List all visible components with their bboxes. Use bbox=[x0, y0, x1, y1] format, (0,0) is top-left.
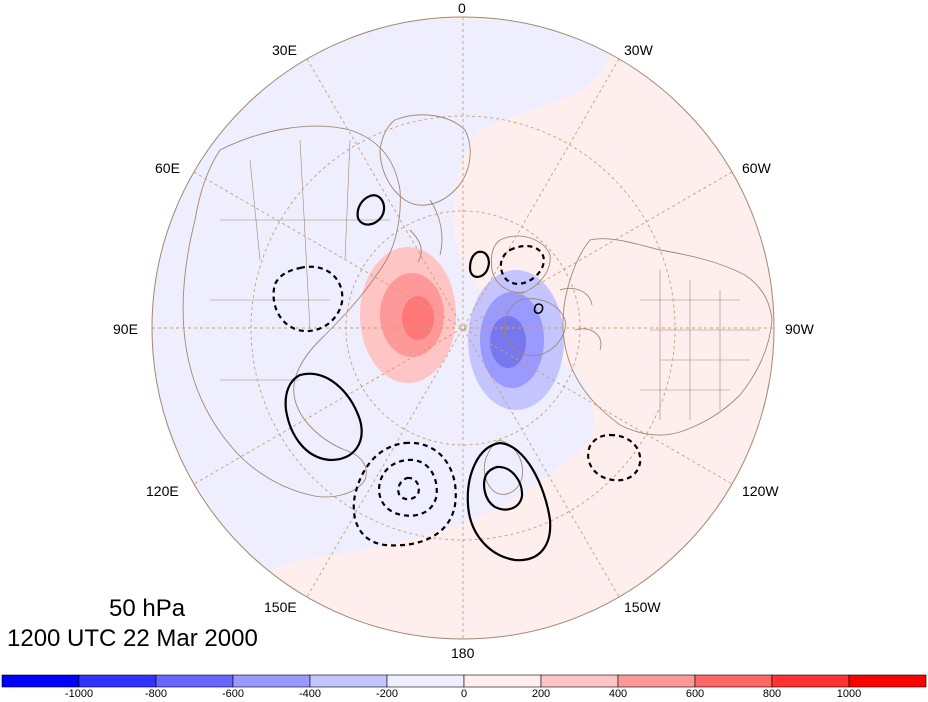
graticule bbox=[152, 17, 774, 639]
meridian-60e-120w bbox=[193, 171, 733, 485]
lon-label-30e: 30E bbox=[272, 42, 297, 58]
lon-label-150w: 150W bbox=[624, 599, 661, 615]
colorbar-tick-label: 400 bbox=[608, 688, 628, 700]
solid-contour-bering-outer bbox=[466, 441, 552, 562]
lon-label-180: 180 bbox=[451, 645, 475, 661]
anomaly-shading bbox=[152, 17, 774, 639]
colorbar-segment bbox=[386, 674, 465, 688]
colorbar-segment bbox=[540, 674, 619, 688]
dashed-contour-pacific-middle bbox=[378, 458, 438, 517]
colorbar-segment bbox=[78, 674, 157, 688]
colorbar-tick-label: 200 bbox=[531, 688, 551, 700]
alaska-coast bbox=[483, 439, 523, 495]
coastlines bbox=[182, 114, 773, 498]
solid-contour-bering-inner bbox=[483, 465, 524, 511]
colorbar-tick-label: -200 bbox=[375, 688, 399, 700]
colorbar-tick-label: 1000 bbox=[836, 688, 862, 700]
colorbar-tick-label: -600 bbox=[221, 688, 245, 700]
positive-anomaly-inner bbox=[402, 296, 434, 340]
north-america-borders bbox=[640, 270, 760, 420]
colorbar-segment bbox=[309, 674, 388, 688]
colorbar-tick-label: 600 bbox=[685, 688, 705, 700]
colorbar-segment bbox=[771, 674, 850, 688]
solid-contour-canada-small bbox=[533, 303, 544, 314]
lon-label-60e: 60E bbox=[155, 160, 180, 176]
dashed-contour-north-america bbox=[587, 433, 642, 482]
lon-label-120e: 120E bbox=[146, 483, 179, 499]
colorbar-tick-label: -1000 bbox=[64, 688, 94, 700]
colorbar-tick-label: 800 bbox=[762, 688, 782, 700]
eurasia-borders bbox=[210, 139, 390, 381]
lon-label-30w: 30W bbox=[624, 42, 653, 58]
valid-time-title: 1200 UTC 22 Mar 2000 bbox=[7, 625, 258, 652]
colorbar-segment bbox=[848, 674, 927, 688]
colorbar-segment bbox=[694, 674, 773, 688]
arctic-archipelago-coast bbox=[504, 287, 602, 357]
lon-label-120w: 120W bbox=[742, 483, 779, 499]
meridian-30e-150w bbox=[306, 58, 620, 598]
meridian-60w-120e bbox=[193, 171, 733, 485]
solid-contour-europe-small bbox=[356, 194, 386, 226]
solid-contour-greenland-small bbox=[468, 250, 490, 278]
colorbar-tick-label: 0 bbox=[460, 688, 468, 700]
colorbar-segment bbox=[1, 674, 80, 688]
solid-contour-siberia bbox=[284, 372, 363, 462]
dashed-contour-pacific-inner bbox=[397, 476, 420, 501]
colorbar-segment bbox=[617, 674, 696, 688]
meridian-30w-150e bbox=[306, 58, 620, 598]
colorbar-segment bbox=[232, 674, 311, 688]
north-america-coast bbox=[562, 238, 773, 436]
dashed-contour-pacific-outer bbox=[352, 441, 457, 547]
colorbar-segment bbox=[155, 674, 234, 688]
lon-label-0: 0 bbox=[458, 0, 466, 16]
map-boundary bbox=[151, 16, 775, 640]
lon-label-150e: 150E bbox=[264, 599, 297, 615]
dashed-contour-greenland bbox=[499, 245, 545, 285]
lon-label-90e: 90E bbox=[113, 321, 138, 337]
lon-label-60w: 60W bbox=[742, 160, 771, 176]
colorbar bbox=[1, 674, 927, 688]
lon-label-90w: 90W bbox=[785, 321, 814, 337]
greenland-coast bbox=[490, 235, 551, 293]
colorbar-tick-label: -400 bbox=[298, 688, 322, 700]
colorbar-segment bbox=[463, 674, 542, 688]
colorbar-tick-label: -800 bbox=[144, 688, 168, 700]
pressure-level-title: 50 hPa bbox=[109, 595, 186, 622]
contours bbox=[272, 194, 642, 562]
eurasia-coast bbox=[182, 125, 401, 498]
